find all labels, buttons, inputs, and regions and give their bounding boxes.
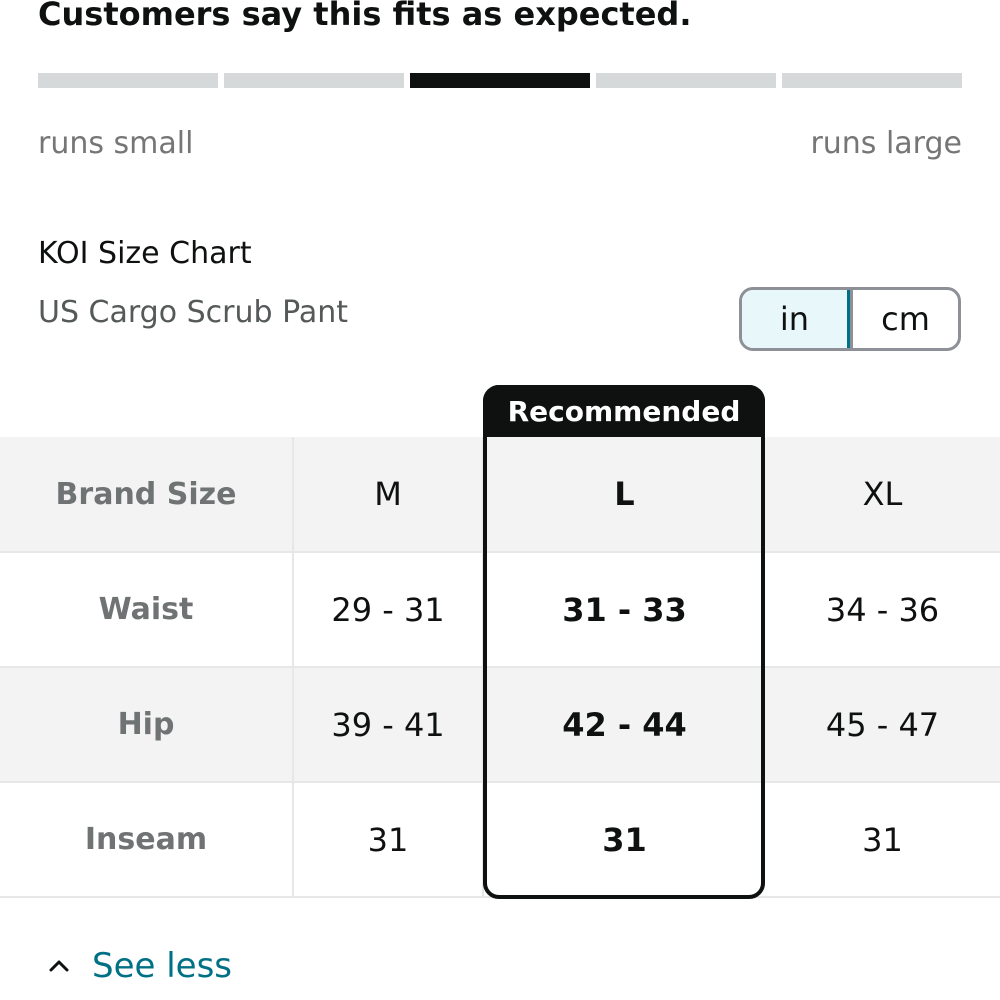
- table-header-row: Brand Size M L XL: [0, 437, 1000, 553]
- unit-toggle: in cm: [739, 287, 961, 351]
- fit-scale-bar: [38, 73, 962, 88]
- size-header-m: M: [293, 437, 484, 553]
- table-cell-recommended: 31 - 33: [483, 552, 765, 668]
- size-chart-title: KOI Size Chart: [38, 236, 252, 271]
- fit-scale-segment: [224, 73, 404, 88]
- fit-scale-segment: [596, 73, 776, 88]
- table-cell: 45 - 47: [765, 667, 1000, 783]
- size-header-xl: XL: [765, 437, 1000, 553]
- row-label-waist: Waist: [0, 552, 294, 668]
- see-less-label: See less: [92, 946, 233, 986]
- fit-scale-segment: [38, 73, 218, 88]
- table-row-waist: Waist 29 - 31 31 - 33 34 - 36: [0, 552, 1000, 668]
- row-label-inseam: Inseam: [0, 782, 294, 898]
- brand-size-header: Brand Size: [0, 437, 294, 553]
- fit-scale-segment-active: [410, 73, 590, 88]
- chevron-up-icon: [44, 951, 74, 981]
- unit-option-cm[interactable]: cm: [850, 290, 958, 348]
- table-cell: 39 - 41: [293, 667, 484, 783]
- table-cell: 29 - 31: [293, 552, 484, 668]
- size-header-l: L: [483, 437, 765, 553]
- recommended-badge: Recommended: [483, 385, 765, 437]
- table-cell: 31: [293, 782, 484, 898]
- table-row-hip: Hip 39 - 41 42 - 44 45 - 47: [0, 667, 1000, 783]
- size-chart-subtitle: US Cargo Scrub Pant: [38, 295, 348, 330]
- see-less-link[interactable]: See less: [44, 944, 232, 988]
- row-label-hip: Hip: [0, 667, 294, 783]
- runs-large-label: runs large: [810, 126, 962, 161]
- fit-scale-segment: [782, 73, 962, 88]
- table-row-inseam: Inseam 31 31 31: [0, 782, 1000, 898]
- fit-summary-heading: Customers say this fits as expected.: [38, 0, 692, 33]
- table-cell-recommended: 42 - 44: [483, 667, 765, 783]
- table-cell: 31: [765, 782, 1000, 898]
- size-chart-table: Brand Size M L XL Waist 29 - 31 31 - 33 …: [0, 437, 1000, 898]
- unit-option-in[interactable]: in: [742, 290, 850, 348]
- runs-small-label: runs small: [38, 126, 194, 161]
- table-cell-recommended: 31: [483, 782, 765, 898]
- table-cell: 34 - 36: [765, 552, 1000, 668]
